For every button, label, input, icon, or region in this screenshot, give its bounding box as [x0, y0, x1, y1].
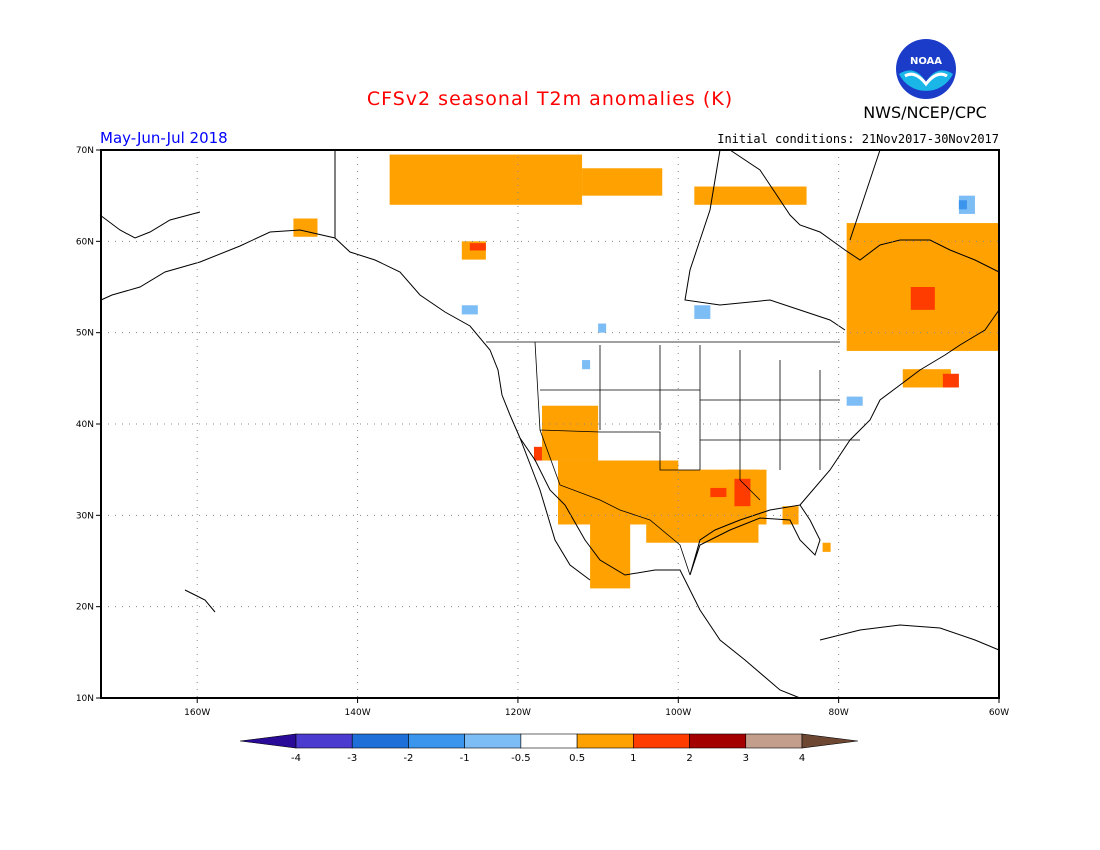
lat-tick-label: 40N [76, 420, 94, 430]
season-label: May-Jun-Jul 2018 [100, 129, 228, 147]
colorbar-swatch [633, 733, 690, 749]
colorbar-label: -1 [460, 753, 470, 764]
colorbar-swatch [520, 733, 578, 749]
logo-text: NOAA [910, 56, 942, 67]
anomaly-cell [469, 243, 486, 251]
lat-tick-label: 10N [76, 694, 94, 704]
anomaly-cell [822, 542, 831, 552]
colorbar-label: -4 [291, 753, 301, 764]
axis-ticks: 160W 140W 120W 100W 80W 60W 70N 60N 50N 40N 30N 20N… [76, 146, 1009, 718]
political-borders [486, 341, 860, 576]
lat-tick-label: 70N [76, 146, 94, 156]
anomaly-cell [846, 396, 863, 406]
noaa-logo-icon: NOAA [896, 39, 956, 99]
coastline-outline [99, 149, 1000, 699]
agency-label: NWS/NCEP/CPC [863, 103, 987, 122]
lat-tick-label: 20N [76, 603, 94, 613]
lon-tick-label: 120W [505, 708, 531, 718]
anomaly-cell [533, 446, 542, 461]
lon-tick-label: 100W [665, 708, 691, 718]
anomaly-cell [461, 305, 478, 315]
anomaly-cell [590, 515, 631, 589]
anomaly-cell [734, 478, 751, 507]
colorbar-swatch [745, 733, 803, 749]
colorbar-swatch [689, 733, 747, 749]
initial-conditions-label: Initial conditions: 21Nov2017-30Nov2017 [717, 132, 999, 146]
colorbar-swatch [351, 733, 409, 749]
anomaly-cell [910, 287, 935, 310]
colorbar-arrow-high [801, 733, 859, 749]
colorbar-label: 1 [630, 753, 636, 764]
anomaly-cell [598, 323, 607, 333]
colorbar-swatch [576, 733, 634, 749]
colorbar-swatch [464, 733, 522, 749]
colorbar-label: 2 [686, 753, 692, 764]
lon-tick-label: 140W [345, 708, 371, 718]
colorbar: -4 -3 -2 -1 -0.5 0.5 1 2 3 4 [239, 733, 859, 764]
colorbar-label: -2 [403, 753, 413, 764]
anomaly-cell [942, 373, 959, 388]
anomaly-cell [389, 154, 583, 205]
lat-tick-label: 60N [76, 237, 94, 247]
colorbar-label: 4 [799, 753, 805, 764]
colorbar-swatch [408, 733, 465, 749]
anomaly-cell [958, 200, 967, 210]
lat-tick-label: 30N [76, 511, 94, 521]
colorbar-label: 0.5 [569, 753, 585, 764]
anomaly-layer [293, 154, 999, 589]
colorbar-label: -0.5 [511, 753, 531, 764]
lon-tick-label: 80W [828, 708, 848, 718]
anomaly-cell [710, 487, 727, 498]
colorbar-label: 3 [743, 753, 749, 764]
colorbar-label: -3 [347, 753, 357, 764]
anomaly-cell [694, 305, 711, 319]
anomaly-cell [694, 186, 807, 205]
colorbar-arrow-low [239, 733, 297, 749]
colorbar-swatch [295, 733, 353, 749]
lon-tick-label: 160W [184, 708, 210, 718]
lat-lon-grid [101, 150, 999, 698]
anomaly-cell [541, 405, 599, 461]
anomaly-cell [582, 168, 663, 196]
anomaly-cell [582, 360, 591, 370]
anomaly-cell [293, 218, 318, 237]
lon-tick-label: 60W [989, 708, 1009, 718]
lat-tick-label: 50N [76, 329, 94, 339]
figure-title: CFSv2 seasonal T2m anomalies (K) [366, 88, 734, 110]
